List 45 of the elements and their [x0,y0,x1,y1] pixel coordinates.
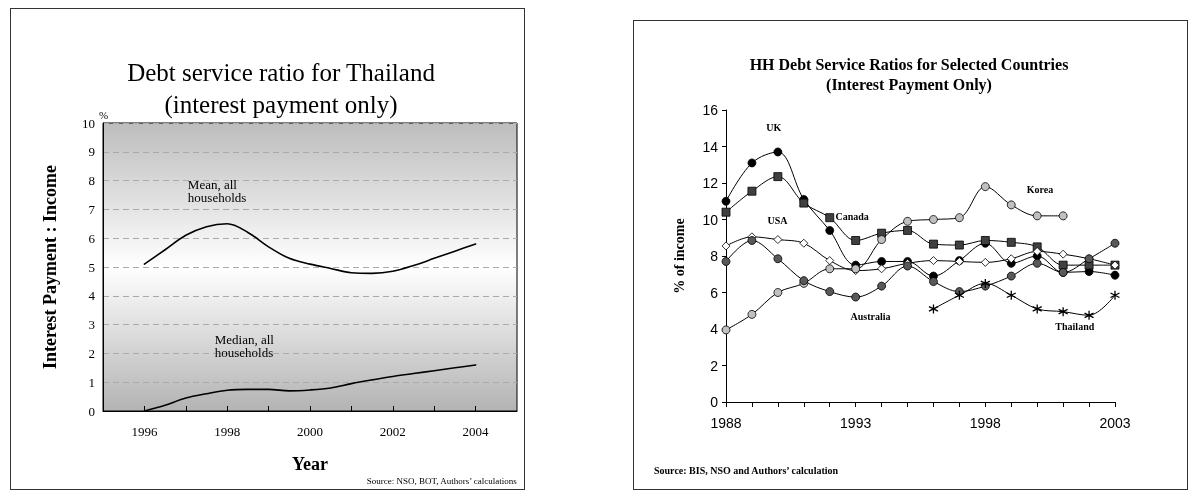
source-note: Source: BIS, NSO and Authors’ calculation [654,464,839,476]
y-tick-label: 2 [88,345,95,361]
series-label: Thailand [1055,321,1095,333]
y-tick-label: 4 [710,321,719,337]
source-note: Source: NSO, BOT, Authors’ calculations [366,475,518,486]
y-tick-label: 14 [702,138,719,155]
x-tick-label: 2000 [297,424,323,439]
y-tick-label: 6 [710,284,719,301]
y-tick-label: 6 [88,230,96,246]
y-tick-label: 5 [88,259,95,275]
x-tick-label: 1988 [710,415,742,431]
y-axis-title: Interest Payment : Income [40,164,60,370]
y-tick-label: 0 [710,394,719,410]
x-tick-label: 2002 [379,424,406,439]
y-tick-label: 12 [702,175,719,191]
y-tick-label: 0 [88,403,95,419]
y-tick-label: 3 [88,317,95,333]
chart-title: HH Debt Service Ratios for Selected Countries (Interest Payment Only) [749,55,1069,94]
text: Median, all households [214,332,278,361]
chart-title: Debt service ratio for Thailand (interest payment only) [127,58,436,119]
y-tick-label: 10 [702,211,719,228]
series-label: Canada [835,210,869,222]
y-tick-label: 7 [88,201,96,217]
y-tick-label: 10 [82,115,95,131]
y-tick-label: 9 [88,144,95,160]
y-tick-label: 16 [702,102,719,118]
series-label: Korea [1026,184,1054,196]
x-tick-label: 1998 [969,415,1002,431]
text: % [99,108,109,121]
series-label: UK [766,122,782,134]
x-tick-label: 1996 [131,424,158,439]
x-axis-title: Year [292,454,328,474]
y-tick-label: 4 [88,288,96,304]
series-label: Australia [850,311,891,323]
x-tick-label: 2003 [1099,415,1131,431]
y-axis-title: % of income [671,218,687,294]
y-tick-label: 8 [710,248,719,264]
x-tick-label: 1993 [840,415,872,431]
series-label: USA [767,215,789,227]
series-label: Mean, all households [187,176,247,205]
x-tick-label: 2004 [462,424,490,439]
y-tick-label: 8 [88,173,95,189]
y-tick-label: 2 [710,357,719,374]
y-tick-label: 1 [88,374,95,390]
x-tick-label: 1998 [214,424,241,439]
